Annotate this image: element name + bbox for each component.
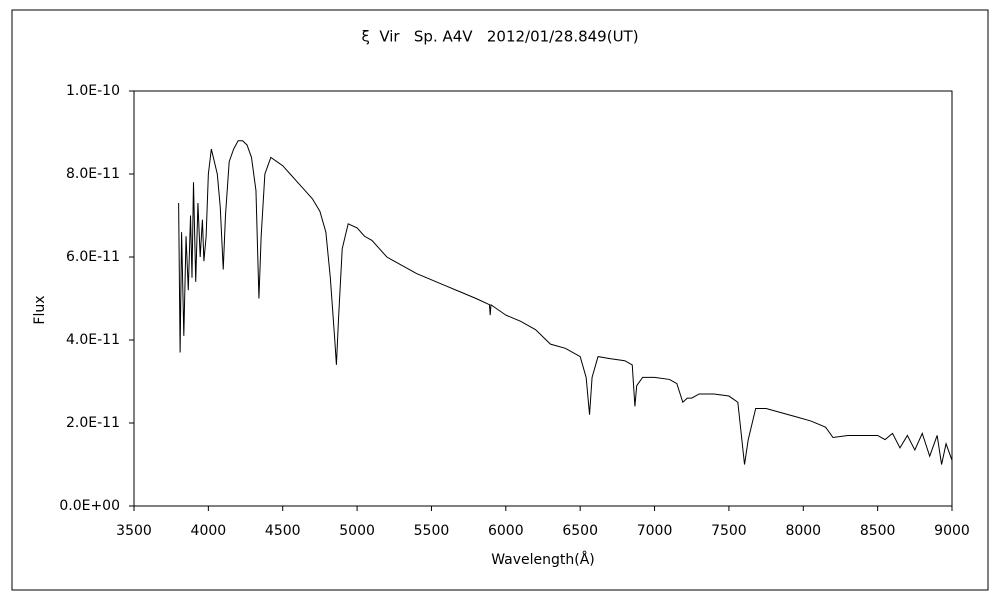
plot-area [133, 90, 953, 507]
y-tick-label: 0.0E+00 [59, 498, 120, 514]
y-tick-label: 1.0E-10 [66, 83, 120, 99]
x-tick-label: 8500 [860, 523, 896, 539]
y-axis-label: Flux [32, 295, 48, 324]
x-tick-label: 7500 [711, 523, 747, 539]
chart-border [11, 9, 989, 591]
x-tick-label: 8000 [785, 523, 821, 539]
x-axis-label: Wavelength(Å) [491, 551, 595, 568]
y-tick-label: 4.0E-11 [66, 332, 120, 348]
x-tick-label: 4000 [191, 523, 227, 539]
chart-title: ξ Vir Sp. A4V 2012/01/28.849(UT) [361, 28, 638, 46]
spectrum-line [178, 140, 953, 465]
x-tick-label: 4500 [265, 523, 301, 539]
x-tick-label: 5500 [414, 523, 450, 539]
x-tick-label: 3500 [116, 523, 152, 539]
y-tick-label: 2.0E-11 [66, 415, 120, 431]
x-tick-label: 6000 [488, 523, 524, 539]
y-tick-label: 6.0E-11 [66, 249, 120, 265]
y-tick-label: 8.0E-11 [66, 166, 120, 182]
x-tick-label: 5000 [339, 523, 375, 539]
x-tick-label: 6500 [562, 523, 598, 539]
x-tick-label: 7000 [637, 523, 673, 539]
x-tick-label: 9000 [934, 523, 970, 539]
